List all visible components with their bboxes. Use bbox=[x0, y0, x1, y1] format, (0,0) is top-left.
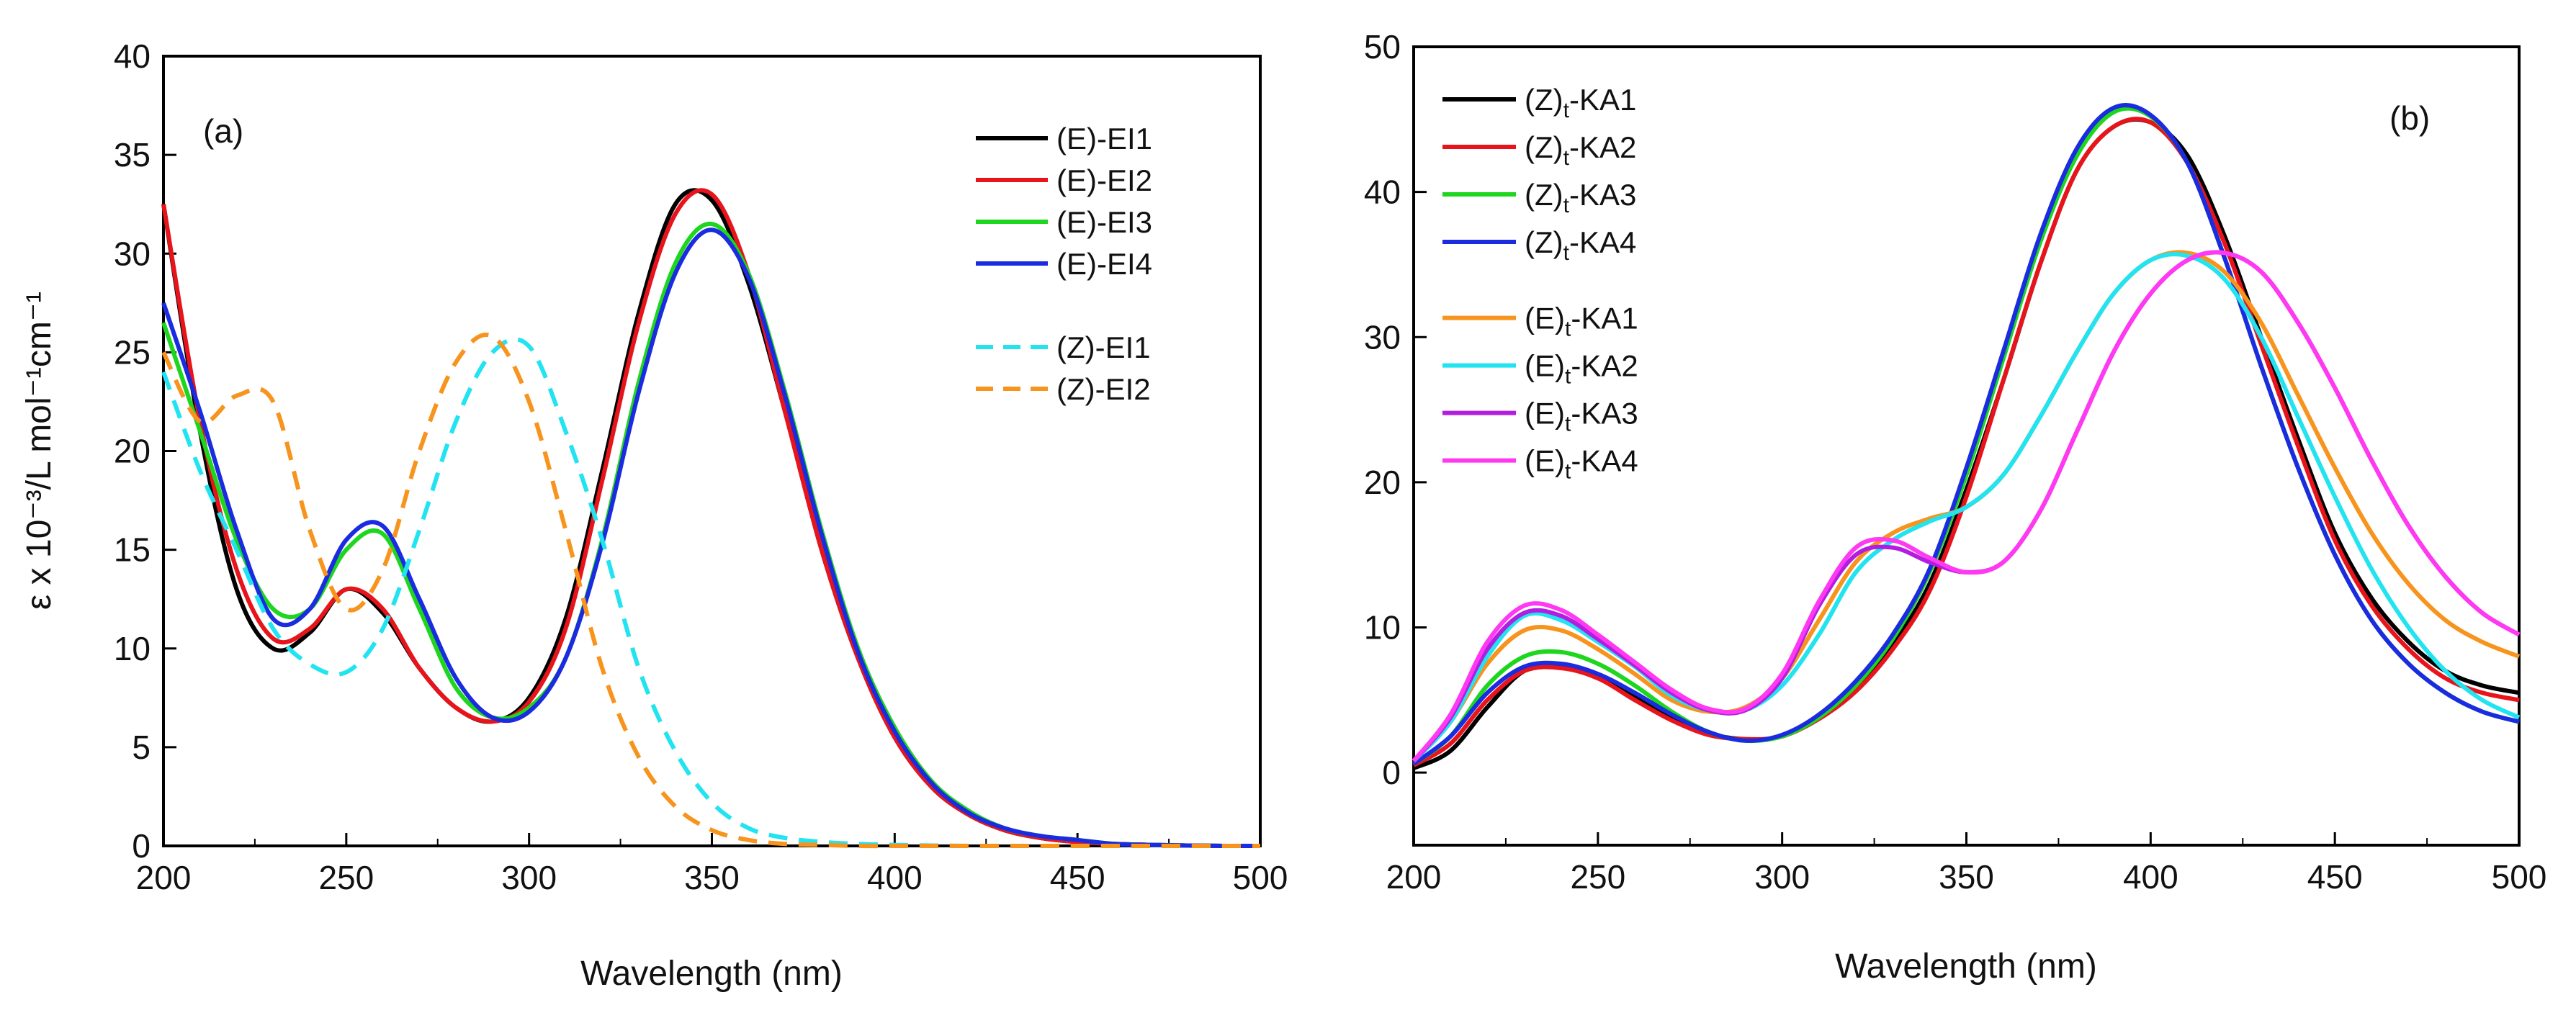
b-legend-label-7: (E)t-KA3 bbox=[1525, 397, 1638, 436]
b-y-tick-label: 10 bbox=[1364, 609, 1401, 646]
x-axis-title-a: Wavelength (nm) bbox=[580, 955, 843, 993]
a-x-tick-label: 350 bbox=[684, 859, 740, 896]
b-y-tick-label: 40 bbox=[1364, 173, 1401, 211]
a-x-tick-label: 500 bbox=[1233, 859, 1288, 896]
panel-label-a: (a) bbox=[203, 112, 243, 150]
b-x-tick-label: 300 bbox=[1754, 858, 1810, 896]
a-y-tick-label: 25 bbox=[114, 333, 151, 371]
a-y-tick-label: 20 bbox=[114, 433, 151, 470]
a-x-tick-label: 400 bbox=[867, 859, 923, 896]
a-y-tick-label: 5 bbox=[132, 729, 151, 766]
b-y-tick-label: 0 bbox=[1382, 754, 1401, 791]
b-x-tick-label: 400 bbox=[2123, 858, 2178, 896]
b-y-tick-label: 30 bbox=[1364, 318, 1401, 356]
a-y-tick-label: 0 bbox=[132, 827, 151, 865]
panel-label-b: (b) bbox=[2389, 99, 2430, 137]
b-legend-label-8: (E)t-KA4 bbox=[1525, 444, 1638, 484]
b-legend-label-6: (E)t-KA2 bbox=[1525, 349, 1638, 389]
a-y-tick-label: 40 bbox=[114, 37, 151, 75]
b-legend-label-1: (Z)t-KA1 bbox=[1525, 83, 1636, 122]
b-legend-label-5: (E)t-KA1 bbox=[1525, 302, 1638, 341]
b-x-tick-label: 500 bbox=[2492, 858, 2547, 896]
a-series-line-5 bbox=[161, 337, 1260, 849]
a-series-line-1 bbox=[161, 188, 1261, 849]
a-y-tick-label: 10 bbox=[114, 630, 151, 667]
b-x-tick-label: 450 bbox=[2307, 858, 2363, 896]
legend-b: (Z)t-KA1 (Z)t-KA2 (Z)t-KA3 (Z)t-KA4 (E)t-KA1… bbox=[1442, 83, 1638, 484]
a-series-line-4 bbox=[161, 227, 1261, 849]
a-x-tick-label: 300 bbox=[501, 859, 557, 896]
b-x-tick-label: 200 bbox=[1386, 858, 1442, 896]
a-legend-label-6: (Z)-EI2 bbox=[1056, 372, 1151, 406]
b-legend-label-3: (Z)t-KA3 bbox=[1525, 178, 1636, 217]
a-y-tick-label: 35 bbox=[114, 136, 151, 173]
a-legend-label-5: (Z)-EI1 bbox=[1056, 330, 1151, 364]
b-x-tick-label: 250 bbox=[1570, 858, 1625, 896]
y-axis-title-a: ε x 10⁻³/L mol⁻¹cm⁻¹ bbox=[20, 292, 58, 610]
a-y-tick-label: 15 bbox=[114, 531, 151, 569]
a-legend-label-3: (E)-EI3 bbox=[1056, 205, 1152, 239]
b-legend-label-2: (Z)t-KA2 bbox=[1525, 130, 1636, 170]
b-series-line-6 bbox=[1412, 252, 2521, 763]
legend-a: (E)-EI1 (E)-EI2 (E)-EI3 (E)-EI4 (Z)-EI1 (Z)-E… bbox=[976, 122, 1152, 406]
b-legend-label-4: (Z)t-KA4 bbox=[1525, 225, 1636, 265]
b-series-line-2 bbox=[1412, 117, 2520, 767]
panel-a: 200 250 300 350 400 450 500 0 5 10 15 20 25 30 35 40 (a… bbox=[20, 37, 1288, 993]
a-x-tick-label: 450 bbox=[1050, 859, 1105, 896]
b-series-line-8 bbox=[1412, 250, 2521, 762]
a-x-tick-label: 200 bbox=[136, 859, 192, 896]
a-legend-label-4: (E)-EI4 bbox=[1056, 247, 1152, 281]
a-legend-label-1: (E)-EI1 bbox=[1056, 122, 1152, 156]
x-axis-title-b: Wavelength (nm) bbox=[1835, 947, 2097, 986]
a-y-tick-label: 30 bbox=[114, 235, 151, 272]
b-y-tick-label: 50 bbox=[1364, 28, 1401, 66]
a-series-line-6 bbox=[161, 333, 1260, 849]
a-legend-label-2: (E)-EI2 bbox=[1056, 163, 1152, 197]
b-y-tick-label: 20 bbox=[1364, 464, 1401, 501]
a-series-line-3 bbox=[161, 222, 1261, 849]
b-x-tick-label: 350 bbox=[1939, 858, 1994, 896]
a-x-tick-label: 250 bbox=[318, 859, 374, 896]
a-series-line-2 bbox=[161, 188, 1261, 849]
panel-b: 200 250 300 350 400 450 500 0 10 20 30 40 50 (b) Wav… bbox=[1364, 28, 2547, 986]
b-series-line-4 bbox=[1412, 103, 2520, 766]
